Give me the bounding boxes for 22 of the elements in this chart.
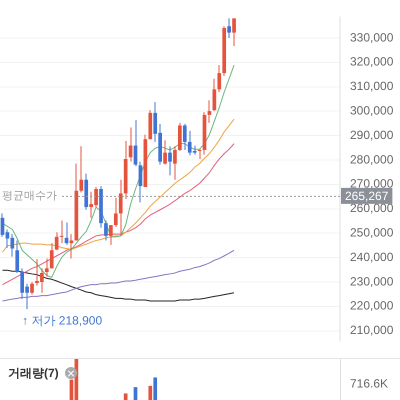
y-tick-label: 270,000 <box>350 176 394 191</box>
y-tick-label: 330,000 <box>350 30 394 44</box>
bar <box>124 393 128 400</box>
text: 265,267 <box>345 189 389 204</box>
text: 716.6K <box>350 376 388 390</box>
y-tick-label: 260,000 <box>350 201 394 216</box>
y-tick-label: 290,000 <box>350 128 394 142</box>
bar <box>148 386 152 400</box>
y-tick-label: 220,000 <box>350 298 394 313</box>
y-tick-label: 240,000 <box>350 250 394 264</box>
ref-line-label: 평균매수가 <box>2 190 57 202</box>
y-tick-label: 230,000 <box>350 274 394 288</box>
annotation: ↑ 저가 218,900 <box>22 313 102 328</box>
y-tick-label: 280,000 <box>350 152 394 166</box>
y-tick-label: 210,000 <box>350 323 394 338</box>
y-tick-label: 310,000 <box>350 79 394 94</box>
bar <box>153 377 158 400</box>
y-tick-label: 320,000 <box>350 54 394 69</box>
y-tick-label: 300,000 <box>350 103 394 118</box>
bar <box>134 387 138 400</box>
y-tick-label: 250,000 <box>350 225 394 240</box>
text: 거래량(7) <box>8 365 59 382</box>
